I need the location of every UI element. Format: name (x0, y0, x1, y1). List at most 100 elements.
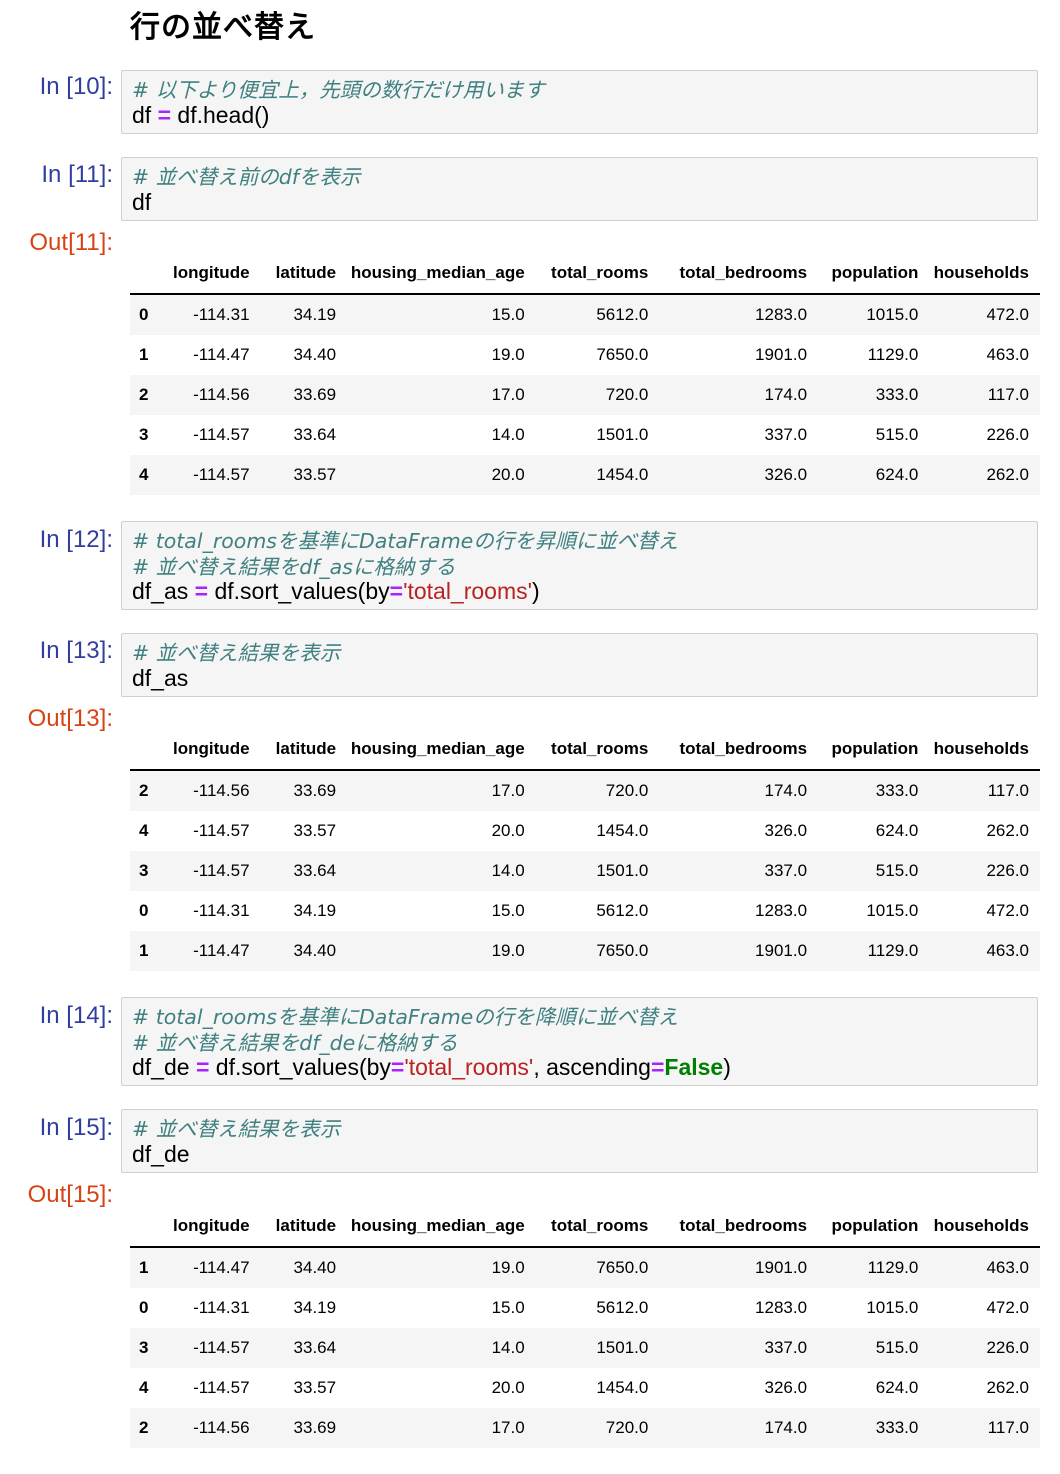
row-index: 0 (139, 1298, 149, 1317)
code-cell[interactable]: # 並べ替え前のdfを表示 df (121, 157, 1038, 221)
code-cell[interactable]: # 並べ替え結果を表示 df_as (121, 633, 1038, 697)
table-cell: 720.0 (605, 385, 649, 404)
code-line: # 以下より便宜上，先頭の数行だけ用います (132, 77, 1027, 103)
code-comment: # 並べ替え結果を表示 (132, 1117, 341, 1141)
table-cell: 1283.0 (755, 901, 808, 920)
table-row: 4 -114.57 33.57 20.0 1454.0 326.0 624.0 262.0 (130, 811, 1040, 851)
table-cell: 1129.0 (867, 941, 919, 960)
table-cell: 337.0 (764, 1338, 808, 1357)
table-cell: -114.56 (193, 385, 250, 404)
table-cell: -114.57 (193, 821, 250, 840)
table-cell: 1901.0 (755, 1258, 808, 1277)
table-cell: 515.0 (875, 425, 919, 444)
table-cell: 624.0 (875, 1378, 919, 1397)
table-cell: 472.0 (986, 901, 1029, 920)
code-token-str: 'total_rooms' (404, 1054, 534, 1080)
row-index: 1 (139, 1258, 149, 1277)
code-token: , ascending (533, 1054, 651, 1080)
column-header: total_bedrooms (648, 728, 808, 771)
table-cell: 33.57 (293, 465, 337, 484)
table-cell: 1015.0 (866, 901, 919, 920)
code-cell[interactable]: # 以下より便宜上，先頭の数行だけ用います df = df.head() (121, 70, 1038, 134)
code-comment: # total_roomsを基準にDataFrameの行を昇順に並べ替え (132, 529, 679, 553)
table-cell: -114.57 (193, 1378, 250, 1397)
code-cell[interactable]: # total_roomsを基準にDataFrameの行を昇順に並べ替え # 並べ… (121, 521, 1038, 610)
table-row: 0 -114.31 34.19 15.0 5612.0 1283.0 1015.0 472.0 (130, 1288, 1040, 1328)
table-cell: -114.47 (193, 1258, 250, 1277)
table-cell: 33.57 (293, 821, 337, 840)
table-cell: 33.69 (293, 1418, 337, 1437)
table-cell: 720.0 (605, 781, 649, 800)
output-prompt: Out[11]: (29, 229, 113, 256)
index-header (130, 1205, 168, 1248)
table-cell: 1454.0 (596, 1378, 649, 1397)
code-token-op: = (157, 101, 172, 128)
column-header: latitude (249, 1205, 337, 1248)
table-row: 0 -114.31 34.19 15.0 5612.0 1283.0 1015.0 472.0 (130, 294, 1040, 335)
row-index: 1 (139, 345, 149, 364)
table-cell: -114.57 (193, 465, 250, 484)
table-cell: -114.31 (193, 305, 250, 324)
output-prompt: Out[13]: (27, 705, 113, 732)
table-cell: 1129.0 (867, 1258, 919, 1277)
table-cell: 5612.0 (596, 1298, 649, 1317)
index-header (130, 728, 168, 771)
table-cell: 33.64 (293, 861, 337, 880)
table-row: 1 -114.47 34.40 19.0 7650.0 1901.0 1129.0 463.0 (130, 335, 1040, 375)
table-cell: 262.0 (986, 821, 1029, 840)
table-cell: 17.0 (491, 1418, 525, 1437)
code-token: df_de (132, 1054, 196, 1080)
code-comment: # 並べ替え結果をdf_asに格納する (132, 554, 456, 579)
code-cell[interactable]: # total_roomsを基準にDataFrameの行を降順に並べ替え # 並べ… (121, 997, 1038, 1086)
column-header: housing_median_age (336, 1205, 525, 1248)
column-header: total_bedrooms (648, 252, 808, 295)
table-cell: 19.0 (491, 1258, 525, 1277)
table-cell: 1015.0 (866, 305, 919, 324)
table-cell: 14.0 (491, 1338, 525, 1357)
table-cell: 1015.0 (866, 1298, 919, 1317)
table-cell: 226.0 (986, 861, 1029, 880)
table-cell: 19.0 (491, 345, 525, 364)
table-cell: 117.0 (987, 385, 1029, 404)
dataframe-table: longitude latitude housing_median_age total… (130, 1205, 1040, 1448)
table-cell: 262.0 (986, 1378, 1029, 1397)
table-cell: -114.56 (193, 781, 250, 800)
table-cell: 226.0 (986, 1338, 1029, 1357)
column-header: total_rooms (524, 728, 649, 771)
code-token: ) (723, 1054, 731, 1080)
code-token: df (132, 188, 152, 215)
index-header (130, 252, 168, 295)
column-header: longitude (167, 728, 250, 771)
table-cell: 14.0 (491, 861, 525, 880)
code-token-op: = (389, 578, 404, 604)
table-cell: -114.57 (193, 425, 250, 444)
table-cell: 1501.0 (596, 861, 649, 880)
input-prompt: In [13]: (39, 637, 113, 664)
dataframe-table: longitude latitude housing_median_age total… (130, 728, 1040, 971)
table-cell: 34.40 (293, 1258, 337, 1277)
table-cell: 17.0 (491, 385, 525, 404)
table-cell: 624.0 (875, 465, 919, 484)
table-cell: 337.0 (764, 861, 808, 880)
code-line: df (132, 188, 1027, 215)
table-cell: 7650.0 (596, 941, 649, 960)
code-line: # total_roomsを基準にDataFrameの行を降順に並べ替え (132, 1004, 1027, 1030)
table-cell: 262.0 (986, 465, 1029, 484)
table-cell: 34.19 (293, 901, 337, 920)
code-token-op: = (390, 1054, 405, 1080)
column-header: population (807, 252, 919, 295)
table-cell: 463.0 (986, 941, 1029, 960)
table-cell: 33.69 (293, 385, 337, 404)
table-cell: 20.0 (491, 821, 525, 840)
code-token: df_de (132, 1140, 190, 1167)
table-cell: 174.0 (764, 385, 808, 404)
table-cell: 337.0 (764, 425, 808, 444)
code-token: df.sort_values(by (208, 578, 390, 604)
table-cell: 1901.0 (755, 941, 808, 960)
table-cell: -114.47 (193, 345, 250, 364)
table-cell: 515.0 (875, 861, 919, 880)
table-cell: 7650.0 (596, 345, 649, 364)
table-cell: 174.0 (764, 1418, 808, 1437)
code-cell[interactable]: # 並べ替え結果を表示 df_de (121, 1109, 1038, 1173)
table-row: 1 -114.47 34.40 19.0 7650.0 1901.0 1129.0 463.0 (130, 1247, 1040, 1288)
